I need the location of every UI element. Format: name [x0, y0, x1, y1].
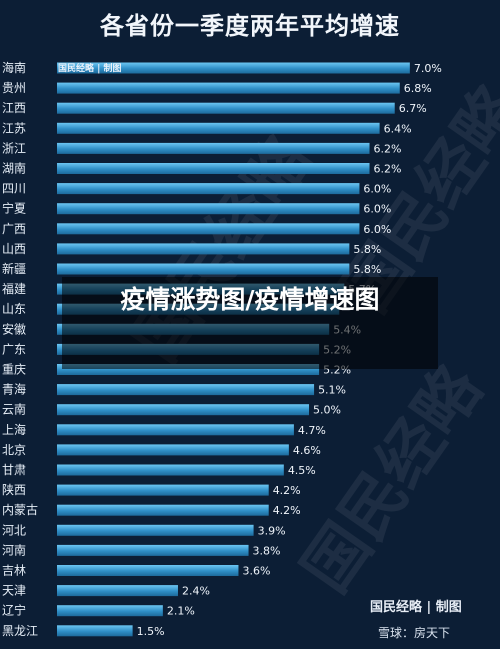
category-label-浙江: 浙江	[2, 141, 26, 155]
value-label-海南: 7.0%	[414, 62, 442, 75]
bar-陕西	[57, 484, 269, 496]
bar-宁夏	[57, 203, 360, 215]
category-label-四川: 四川	[2, 182, 26, 196]
category-label-山西: 山西	[2, 242, 26, 256]
value-label-广西: 6.0%	[363, 223, 391, 236]
value-label-江苏: 6.4%	[384, 122, 412, 135]
value-label-云南: 5.0%	[313, 404, 341, 417]
category-label-江西: 江西	[2, 101, 26, 115]
brand-logo: 国民经略 | 制图	[370, 600, 462, 615]
value-label-青海: 5.1%	[318, 384, 346, 397]
category-label-甘肃: 甘肃	[2, 463, 26, 477]
value-label-辽宁: 2.1%	[167, 605, 195, 618]
bar-河南	[57, 544, 249, 556]
category-label-天津: 天津	[2, 584, 26, 598]
value-label-山西: 5.8%	[353, 243, 381, 256]
bar-内蒙古	[57, 504, 269, 516]
category-label-安徽: 安徽	[2, 321, 26, 336]
value-label-河南: 3.8%	[253, 544, 281, 557]
overlay-text: 疫情涨势图/疫情增速图	[120, 285, 380, 314]
category-label-青海: 青海	[2, 382, 26, 397]
category-label-黑龙江: 黑龙江	[2, 624, 38, 638]
category-label-河北: 河北	[2, 523, 26, 537]
value-label-天津: 2.4%	[182, 585, 210, 598]
category-label-辽宁: 辽宁	[2, 603, 26, 618]
value-label-江西: 6.7%	[399, 102, 427, 115]
bar-海南	[57, 62, 410, 74]
bar-河北	[57, 524, 254, 536]
category-label-广东: 广东	[2, 342, 26, 356]
bar-新疆	[57, 263, 350, 275]
chart-title: 各省份一季度两年平均增速	[100, 12, 400, 40]
category-label-宁夏: 宁夏	[2, 201, 26, 216]
value-label-陕西: 4.2%	[273, 484, 301, 497]
value-label-贵州: 6.8%	[404, 82, 432, 95]
category-label-吉林: 吉林	[2, 564, 26, 578]
category-label-广西: 广西	[2, 222, 26, 236]
bar-山西	[57, 243, 350, 255]
category-label-重庆: 重庆	[2, 363, 26, 377]
bar-浙江	[57, 142, 370, 154]
footer-credit: 雪球：房天下	[378, 626, 451, 640]
overlay-banner	[62, 277, 438, 369]
bar-重庆	[57, 364, 320, 375]
category-label-山东: 山东	[2, 302, 26, 316]
value-label-湖南: 6.2%	[374, 163, 402, 176]
bar-贵州	[57, 82, 400, 94]
value-label-四川: 6.0%	[363, 183, 391, 196]
bar-天津	[57, 585, 178, 597]
bar-辽宁	[57, 605, 163, 617]
bar-四川	[57, 183, 360, 195]
bar-甘肃	[57, 464, 284, 476]
category-label-湖南: 湖南	[2, 161, 26, 176]
category-label-陕西: 陕西	[2, 482, 26, 497]
bar-江西	[57, 102, 395, 114]
value-label-甘肃: 4.5%	[288, 464, 316, 477]
value-label-内蒙古: 4.2%	[273, 504, 301, 517]
value-label-上海: 4.7%	[298, 424, 326, 437]
category-label-河南: 河南	[2, 542, 26, 557]
category-label-内蒙古: 内蒙古	[2, 502, 38, 517]
category-label-北京: 北京	[2, 443, 26, 457]
value-label-新疆: 5.8%	[353, 263, 381, 276]
bar-黑龙江	[57, 625, 133, 637]
bar-北京	[57, 444, 289, 456]
bar-青海	[57, 384, 315, 396]
value-label-北京: 4.6%	[293, 444, 321, 457]
category-label-江苏: 江苏	[2, 121, 26, 135]
category-label-福建: 福建	[2, 281, 26, 296]
category-label-海南: 海南	[2, 60, 26, 75]
bar-湖南	[57, 163, 370, 174]
value-label-黑龙江: 1.5%	[137, 625, 165, 638]
category-label-新疆: 新疆	[2, 261, 26, 276]
value-label-河北: 3.9%	[258, 524, 286, 537]
source-label: 国民经略 | 制图	[58, 64, 122, 74]
bar-江苏	[57, 122, 380, 134]
value-label-吉林: 3.6%	[242, 565, 270, 578]
bar-云南	[57, 404, 310, 416]
bar-广西	[57, 223, 360, 235]
bar-吉林	[57, 565, 239, 576]
category-label-云南: 云南	[2, 402, 26, 417]
bar-上海	[57, 424, 294, 436]
value-label-宁夏: 6.0%	[363, 203, 391, 216]
category-label-贵州: 贵州	[2, 81, 26, 95]
value-label-浙江: 6.2%	[374, 142, 402, 155]
category-label-上海: 上海	[2, 422, 26, 437]
